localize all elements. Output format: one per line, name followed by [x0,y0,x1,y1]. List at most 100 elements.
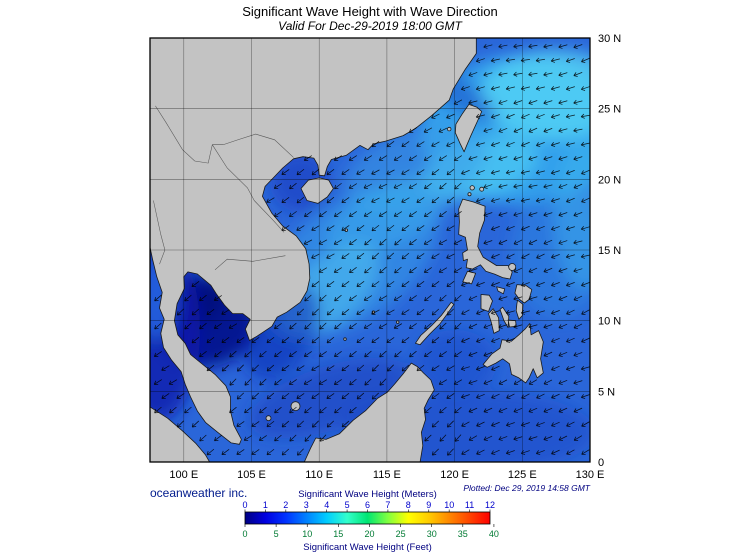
wave-direction-arrow [424,434,432,442]
wave-direction-arrow [431,168,440,176]
wave-direction-arrow [505,309,515,315]
wave-direction-arrow [498,324,508,329]
wave-direction-arrow [289,406,297,414]
wave-direction-arrow [348,295,357,301]
wave-direction-arrow [258,435,267,441]
lon-tick-120e: 120 E [440,469,469,481]
wave-direction-arrow [528,156,538,161]
map-area [150,38,590,462]
wave-direction-arrow [334,182,342,190]
wave-direction-arrow [506,113,515,119]
lon-tick-105e: 105 E [237,469,266,481]
wave-direction-arrow [580,253,590,259]
page-subtitle: Valid For Dec-29-2019 18:00 GMT [278,19,463,33]
wave-direction-arrow [424,322,432,330]
wave-direction-arrow [581,421,590,427]
wave-direction-arrow [506,225,515,231]
wave-direction-arrow [439,322,447,330]
wave-direction-arrow [266,448,275,456]
wave-direction-arrow [446,253,455,259]
wave-direction-arrow [221,364,230,372]
wave-direction-arrow [206,364,215,372]
wave-direction-arrow [199,434,207,442]
wave-direction-arrow [326,393,335,399]
wave-direction-arrow [543,43,553,49]
landmass-panay [480,294,493,312]
wave-direction-arrow [513,212,523,217]
wave-direction-arrow [303,351,312,357]
wave-direction-arrow [281,197,290,204]
wave-direction-arrow [551,365,560,371]
wave-direction-arrow [431,113,440,119]
wave-direction-arrow [581,449,590,455]
wave-direction-arrow [528,71,538,77]
wave-direction-arrow [505,85,515,91]
border-vietnam-laos [212,144,285,233]
wave-direction-arrow [566,282,575,287]
graticule [150,38,590,462]
lon-tick-100e: 100 E [169,469,198,481]
wave-direction-arrow [483,351,493,357]
wave-direction-arrow [491,393,500,399]
wave-direction-arrow [333,267,342,273]
wave-direction-arrow [161,393,170,399]
wave-direction-arrow [408,183,418,189]
wave-direction-arrow [468,268,478,273]
wave-direction-arrow [521,113,530,119]
wave-direction-arrow [371,337,380,343]
wave-direction-arrow [274,434,282,442]
wave-direction-arrow [349,350,357,358]
legend-feet-tick: 30 [427,529,437,539]
landmass-mindoro [462,270,476,285]
wave-direction-arrow [386,169,395,175]
wave-direction-arrow [490,282,500,287]
wave-direction-arrow [535,422,545,427]
wave-direction-arrow [364,378,372,386]
border-thailand-cambodia [214,255,286,271]
wave-direction-arrow [206,309,215,316]
wave-direction-arrow [483,99,493,105]
wave-direction-arrow [543,296,553,301]
wave-direction-arrow [573,183,583,189]
wave-direction-arrow [490,114,500,119]
wave-direction-arrow [573,44,583,49]
wave-direction-arrow [386,197,395,203]
wave-direction-arrow [580,365,590,371]
wave-direction-arrow [431,281,440,288]
wave-direction-arrow [543,351,553,357]
wave-direction-arrow [491,421,500,427]
wave-direction-arrow [214,350,222,358]
legend-feet-tick: 10 [302,529,312,539]
branding-text: oceanweather inc. [150,486,247,500]
wave-height-region [413,330,497,394]
lon-tick-130e: 130 E [576,469,605,481]
wave-direction-arrow [341,281,350,288]
wave-direction-arrow [184,322,192,330]
legend-feet-tick: 40 [489,529,499,539]
lat-tick-30n: 30 N [598,33,621,45]
wave-direction-arrow [558,323,568,329]
wave-direction-arrow [551,254,560,259]
wave-direction-arrow [371,252,380,260]
wave-direction-arrow [199,294,207,302]
wave-direction-arrow [565,113,575,119]
wave-direction-arrow [513,436,523,441]
landmass-sumatra [150,406,210,462]
wave-direction-arrow [528,407,538,413]
wave-direction-arrow [505,338,515,343]
wave-direction-arrow [558,156,568,161]
wave-direction-arrow [513,100,523,105]
wave-direction-arrow [439,434,447,442]
wave-direction-arrow [199,350,207,358]
wave-direction-arrow [221,309,230,315]
wave-direction-arrow [423,239,433,245]
wave-direction-arrow [416,308,425,316]
wave-direction-arrow [580,113,590,119]
wave-direction-arrow [521,141,530,147]
wave-direction-arrow [371,364,379,372]
wave-direction-arrow [296,393,305,399]
wave-direction-arrow [333,155,342,161]
wave-direction-arrow [311,365,320,371]
wave-direction-arrow [349,239,357,246]
wave-direction-arrow [528,43,538,49]
